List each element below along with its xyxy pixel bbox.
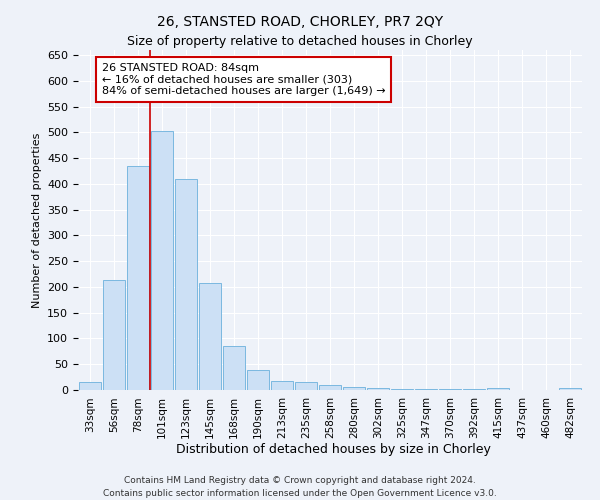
Bar	[79, 382, 101, 390]
Text: Contains HM Land Registry data © Crown copyright and database right 2024.: Contains HM Land Registry data © Crown c…	[124, 476, 476, 485]
Y-axis label: Number of detached properties: Number of detached properties	[32, 132, 41, 308]
Bar	[319, 385, 341, 390]
Bar	[103, 280, 125, 390]
Bar	[127, 166, 149, 390]
Bar	[175, 179, 197, 390]
Bar	[199, 284, 221, 390]
Text: Distribution of detached houses by size in Chorley: Distribution of detached houses by size …	[176, 442, 490, 456]
Text: Contains public sector information licensed under the Open Government Licence v3: Contains public sector information licen…	[103, 488, 497, 498]
Bar	[559, 388, 581, 390]
Bar	[271, 380, 293, 390]
Bar	[343, 388, 365, 390]
Bar	[295, 382, 317, 390]
Bar	[247, 370, 269, 390]
Bar	[487, 388, 509, 390]
Text: Size of property relative to detached houses in Chorley: Size of property relative to detached ho…	[127, 35, 473, 48]
Bar	[223, 346, 245, 390]
Text: 26 STANSTED ROAD: 84sqm
← 16% of detached houses are smaller (303)
84% of semi-d: 26 STANSTED ROAD: 84sqm ← 16% of detache…	[102, 63, 386, 96]
Text: 26, STANSTED ROAD, CHORLEY, PR7 2QY: 26, STANSTED ROAD, CHORLEY, PR7 2QY	[157, 15, 443, 29]
Bar	[151, 131, 173, 390]
Bar	[367, 388, 389, 390]
